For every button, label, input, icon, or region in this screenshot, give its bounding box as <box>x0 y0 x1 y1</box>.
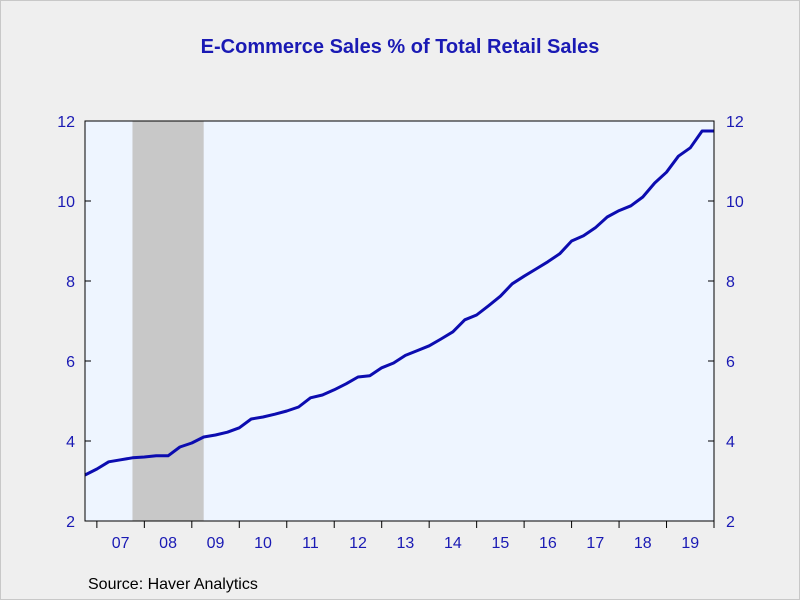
y-tick-label-left: 2 <box>66 514 75 531</box>
y-tick-label-left: 10 <box>57 194 75 211</box>
y-tick-label-right: 12 <box>726 114 744 131</box>
x-tick-label: 15 <box>491 535 509 552</box>
y-tick-label-left: 4 <box>66 434 75 451</box>
series-line <box>84 129 714 477</box>
x-tick-label: 10 <box>254 535 272 552</box>
x-tick-label: 18 <box>634 535 652 552</box>
x-tick-label: 13 <box>397 535 415 552</box>
y-tick-label-left: 12 <box>57 114 75 131</box>
y-tick-label-left: 6 <box>66 354 75 371</box>
x-tick-label: 14 <box>444 535 462 552</box>
y-tick-label-right: 8 <box>726 274 735 291</box>
source-note: Source: Haver Analytics <box>88 576 258 593</box>
x-tick-label: 17 <box>586 535 604 552</box>
x-tick-label: 11 <box>302 535 319 552</box>
y-tick-label-right: 10 <box>726 194 744 211</box>
y-tick-label-left: 8 <box>66 274 75 291</box>
x-tick-label: 09 <box>207 535 225 552</box>
y-tick-label-right: 2 <box>726 514 735 531</box>
x-tick-label: 16 <box>539 535 557 552</box>
y-tick-label-right: 6 <box>726 354 735 371</box>
x-tick-label: 07 <box>112 535 130 552</box>
chart-title: E-Commerce Sales % of Total Retail Sales <box>200 36 600 58</box>
y-tick-label-right: 4 <box>726 434 735 451</box>
x-tick-label: 08 <box>159 535 177 552</box>
recession-band <box>132 121 204 521</box>
x-tick-label: 19 <box>681 535 699 552</box>
x-tick-label: 12 <box>349 535 367 552</box>
plot-border <box>84 120 715 522</box>
